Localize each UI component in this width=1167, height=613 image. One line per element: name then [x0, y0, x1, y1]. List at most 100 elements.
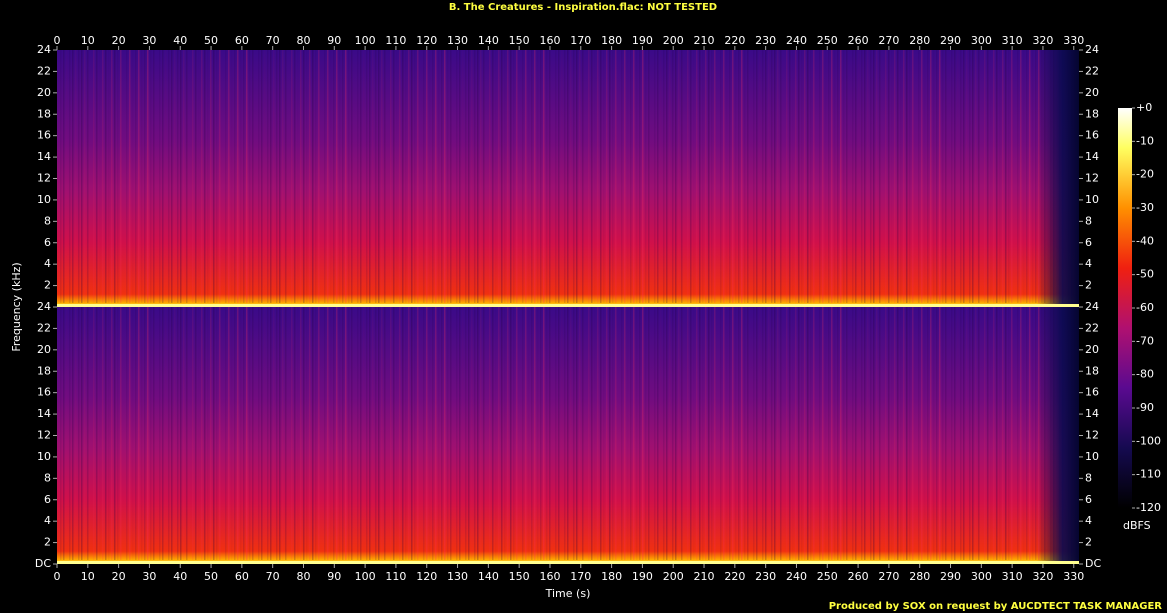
texture-stripe — [273, 307, 275, 560]
texture-stripe — [258, 50, 260, 303]
colorbar-tick-label: -50 — [1136, 268, 1154, 281]
texture-stripe — [615, 307, 617, 560]
texture-stripe — [498, 50, 500, 303]
baseline-glow — [57, 304, 1079, 307]
texture-stripe — [456, 307, 458, 560]
texture-stripe — [411, 50, 413, 303]
texture-stripe — [135, 50, 137, 303]
texture-stripe — [903, 50, 905, 303]
x-tick-label: 80 — [296, 34, 310, 47]
y-tick-label: 8 — [1085, 214, 1092, 227]
texture-stripe — [210, 50, 212, 303]
texture-stripe — [372, 307, 374, 560]
texture-stripe — [495, 50, 497, 303]
texture-stripe — [579, 50, 581, 303]
y-tick-label: 20 — [37, 86, 51, 99]
colorbar-tick-label: -70 — [1136, 334, 1154, 347]
y-tick-label: 8 — [1085, 471, 1092, 484]
texture-stripe — [213, 50, 215, 303]
texture-stripe — [582, 307, 584, 560]
texture-stripe — [468, 307, 470, 560]
texture-stripe — [999, 50, 1001, 303]
texture-stripe — [630, 50, 632, 303]
x-tick-label: 20 — [112, 570, 126, 583]
texture-stripe — [780, 50, 782, 303]
texture-stripe — [99, 307, 101, 560]
texture-stripe — [903, 307, 905, 560]
texture-stripe — [477, 307, 479, 560]
texture-stripe — [99, 50, 101, 303]
y-tick-label: 12 — [1085, 429, 1099, 442]
texture-stripe — [471, 50, 473, 303]
texture-stripe — [735, 50, 737, 303]
texture-stripe — [243, 307, 245, 560]
texture-stripe — [561, 307, 563, 560]
texture-stripe — [1035, 50, 1037, 303]
texture-stripe — [408, 307, 410, 560]
x-tick-label: 270 — [878, 34, 899, 47]
texture-stripe — [1005, 50, 1007, 303]
texture-stripe — [81, 307, 83, 560]
texture-stripe — [549, 307, 551, 560]
texture-stripe — [966, 50, 968, 303]
texture-stripe — [132, 307, 134, 560]
texture-stripe — [432, 307, 434, 560]
texture-stripe — [756, 50, 758, 303]
y-axis-label: Frequency (kHz) — [10, 262, 23, 351]
texture-stripe — [198, 50, 200, 303]
texture-stripe — [381, 307, 383, 560]
y-tick-label: 20 — [37, 343, 51, 356]
texture-stripe — [831, 50, 833, 303]
texture-stripe — [1005, 307, 1007, 560]
texture-stripe — [558, 307, 560, 560]
texture-stripe — [879, 50, 881, 303]
y-tick-label: DC — [1085, 557, 1101, 570]
texture-stripe — [201, 50, 203, 303]
texture-stripe — [756, 307, 758, 560]
texture-stripe — [813, 50, 815, 303]
texture-stripe — [762, 50, 764, 303]
y-tick-label: 16 — [1085, 386, 1099, 399]
y-tick-label: DC — [35, 557, 51, 570]
texture-stripe — [657, 50, 659, 303]
texture-stripe — [678, 50, 680, 303]
texture-stripe — [768, 307, 770, 560]
texture-stripe — [927, 307, 929, 560]
texture-stripe — [642, 307, 644, 560]
texture-stripe — [384, 307, 386, 560]
texture-stripe — [540, 50, 542, 303]
x-tick-label: 260 — [848, 570, 869, 583]
y-tick-label: 4 — [1085, 514, 1092, 527]
texture-stripe — [1020, 307, 1022, 560]
texture-stripe — [405, 307, 407, 560]
texture-stripe — [153, 307, 155, 560]
texture-stripe — [789, 307, 791, 560]
texture-stripe — [741, 50, 743, 303]
y-tick-label: 8 — [44, 214, 51, 227]
texture-stripe — [711, 50, 713, 303]
texture-stripe — [87, 307, 89, 560]
texture-stripe — [975, 307, 977, 560]
texture-stripe — [918, 307, 920, 560]
texture-stripe — [663, 307, 665, 560]
texture-stripe — [228, 307, 230, 560]
texture-stripe — [657, 307, 659, 560]
texture-stripe — [564, 50, 566, 303]
colorbar-tick-label: -30 — [1136, 201, 1154, 214]
texture-stripe — [393, 307, 395, 560]
texture-stripe — [291, 307, 293, 560]
texture-stripe — [198, 307, 200, 560]
texture-stripe — [819, 307, 821, 560]
texture-stripe — [93, 307, 95, 560]
texture-stripe — [510, 307, 512, 560]
texture-stripe — [939, 307, 941, 560]
y-tick-label: 14 — [37, 407, 51, 420]
texture-stripe — [447, 307, 449, 560]
texture-stripe — [525, 50, 527, 303]
texture-stripe — [597, 50, 599, 303]
texture-stripe — [561, 50, 563, 303]
x-tick-label: 220 — [724, 570, 745, 583]
texture-stripe — [417, 50, 419, 303]
texture-stripe — [972, 307, 974, 560]
